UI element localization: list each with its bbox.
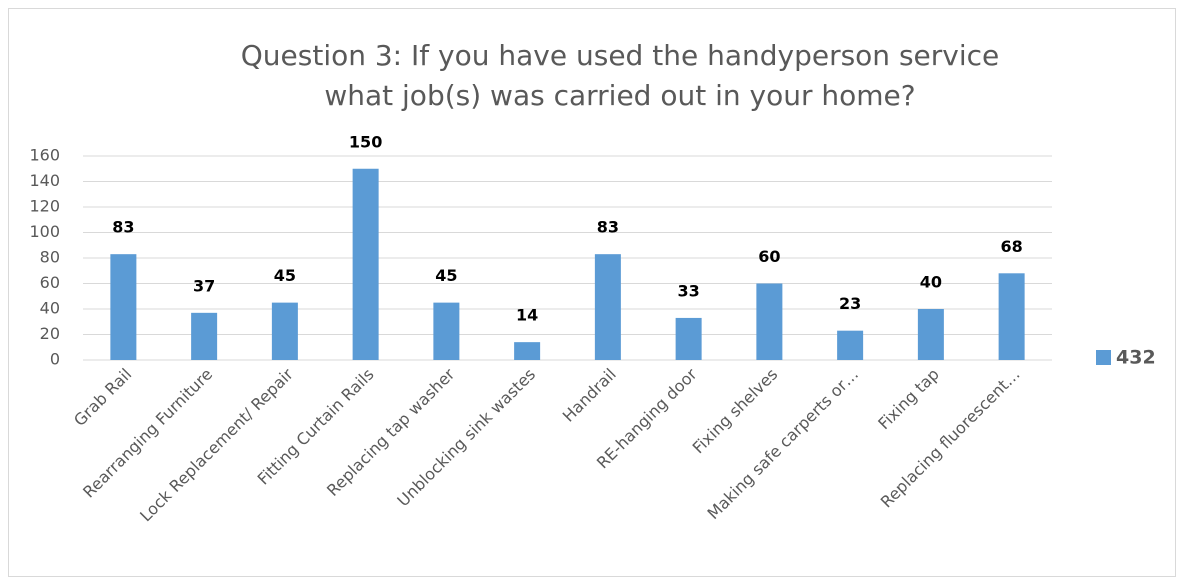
y-tick-label: 120 [29,197,60,216]
chart-title: Question 3: If you have used the handype… [240,39,1000,112]
y-tick-label: 60 [40,273,60,292]
y-tick-label: 100 [29,222,60,241]
x-tick-label: Grab Rail [70,365,135,430]
y-tick-label: 0 [50,350,60,369]
bar [514,342,541,360]
bar [352,168,379,360]
data-label: 83 [597,218,619,237]
data-label: 37 [193,276,215,295]
x-tick-label: Lock Replacement/ Repair [136,364,297,525]
y-tick-label: 20 [40,324,60,343]
data-label: 33 [677,281,699,300]
bar [191,312,218,360]
y-tick-label: 80 [40,248,60,267]
data-label: 14 [516,306,538,325]
bar [837,330,864,360]
legend-label: 432 [1116,347,1156,369]
data-label: 23 [839,294,861,313]
data-label: 45 [274,266,296,285]
y-tick-label: 160 [29,146,60,165]
x-tick-label: Unblocking sink wastes [393,365,539,511]
bar [110,254,137,360]
data-label: 68 [1000,237,1022,256]
x-tick-label: Replacing fluorescent… [877,365,1024,512]
data-label: 45 [435,266,457,285]
x-tick-label: Fixing tap [874,365,943,434]
x-tick-label: Handrail [559,365,620,426]
legend-swatch [1096,350,1111,365]
bar [998,273,1025,360]
bar [756,283,783,360]
y-tick-label: 40 [40,299,60,318]
data-label: 60 [758,247,780,266]
bar [917,309,944,360]
data-label: 150 [349,132,382,151]
data-label: 40 [920,273,942,292]
bar [594,254,621,360]
x-tick-label: Rearranging Furniture [79,365,216,502]
bar [433,302,460,360]
bar [675,317,702,360]
bar [271,302,298,360]
x-tick-label: Making safe carperts or… [704,365,863,524]
chart-frame [8,8,1176,577]
x-tick-label: Fixing shelves [689,365,782,458]
data-label: 83 [112,218,134,237]
y-tick-label: 140 [29,171,60,190]
